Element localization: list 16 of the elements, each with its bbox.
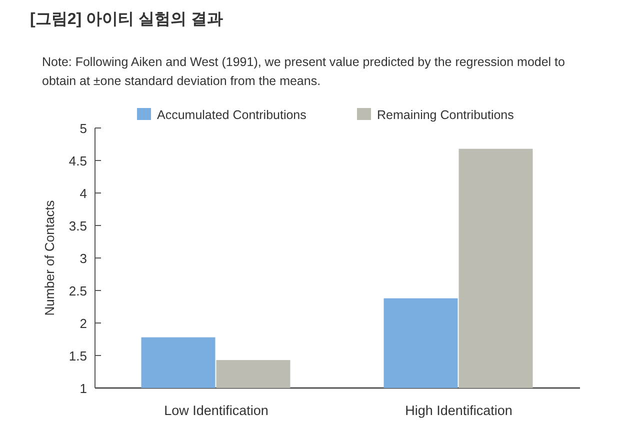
legend-label: Remaining Contributions bbox=[377, 108, 514, 122]
legend-label: Accumulated Contributions bbox=[157, 108, 306, 122]
y-tick-label: 2 bbox=[80, 316, 87, 331]
y-axis-title: Number of Contacts bbox=[42, 200, 57, 316]
text: Note: Following Aiken and West (1991), we present value predicted by the regression model to obtain at ±one standard deviation from the means. bbox=[42, 55, 566, 88]
y-tick-label: 5 bbox=[80, 121, 87, 136]
chart-title: [그림2] 아이티 실험의 결과 bbox=[30, 11, 223, 28]
y-tick-label: 1.5 bbox=[68, 348, 87, 364]
y-tick-label: 4 bbox=[80, 186, 87, 201]
x-tick-label: Low Identification bbox=[164, 403, 268, 418]
y-tick-label: 4.5 bbox=[68, 154, 87, 168]
y-tick-label: 3 bbox=[80, 251, 87, 266]
y-tick-label: 3.5 bbox=[68, 218, 87, 234]
y-tick-label: 1 bbox=[80, 381, 87, 396]
y-tick-label: 2.5 bbox=[68, 284, 87, 298]
x-tick-label: High Identification bbox=[405, 403, 512, 418]
